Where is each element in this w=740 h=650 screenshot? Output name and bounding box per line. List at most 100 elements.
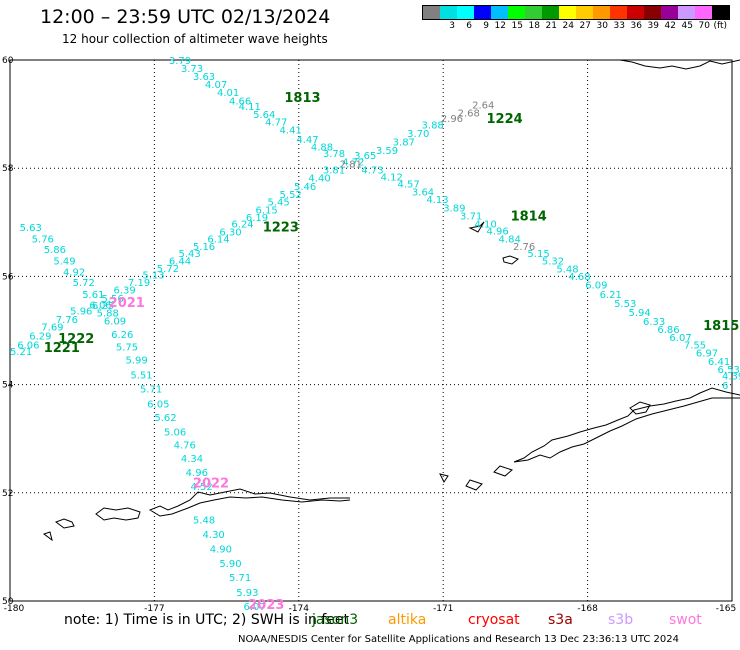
coastline-pribilofs <box>468 221 519 265</box>
track-time-label: 1814 <box>511 210 547 225</box>
wave-height-reading: 5.90 <box>219 559 241 570</box>
legend-swot: swot <box>669 612 702 628</box>
wave-height-reading: 4.84 <box>499 234 521 245</box>
color-scale-label: 33 <box>613 21 625 31</box>
wave-height-reading: 3.64 <box>412 187 434 198</box>
wave-height-reading: 5.93 <box>236 588 258 599</box>
wave-height-reading: 5.06 <box>164 427 186 438</box>
wave-height-reading: 4.76 <box>174 440 196 451</box>
lat-tick-label: 56 <box>2 272 14 282</box>
wave-height-reading: 3.89 <box>443 203 465 214</box>
wave-height-reading: 3.88 <box>422 121 444 132</box>
wave-height-reading: 5.52 <box>280 190 302 201</box>
wave-height-reading: 5.72 <box>157 264 179 275</box>
wave-height-reading: 4.77 <box>265 117 287 128</box>
coastline-alaska-north <box>619 59 740 70</box>
wave-height-reading: 5.13 <box>142 271 164 282</box>
color-swatch <box>610 6 627 19</box>
coastline-kodiak <box>629 401 651 415</box>
wave-height-reading: 4.01 <box>217 88 239 99</box>
wave-height-reading: 6.97 <box>696 348 718 359</box>
map-subtitle: 12 hour collection of altimeter wave hei… <box>62 32 328 46</box>
color-scale-label: 12 <box>494 21 506 31</box>
track-time-label: 1815 <box>703 319 739 334</box>
wave-height-reading: 4.47 <box>296 135 318 146</box>
wave-height-reading: 7.69 <box>41 323 63 334</box>
wave-height-reading: 3.73 <box>181 64 203 75</box>
color-swatch <box>525 6 542 19</box>
wave-height-reading: 6.06 <box>17 340 39 351</box>
color-scale-label: 45 <box>681 21 693 31</box>
wave-height-reading: 4.34 <box>181 454 203 465</box>
color-swatch <box>457 6 474 19</box>
color-scale-label: 70 <box>698 21 710 31</box>
color-swatch <box>559 6 576 19</box>
color-scale-label: 42 <box>664 21 676 31</box>
track-time-label: 1813 <box>284 91 320 106</box>
color-scale-label: 18 <box>528 21 540 31</box>
color-scale-label: 30 <box>596 21 608 31</box>
lon-tick-label: -165 <box>716 604 736 614</box>
wave-height-reading: 4.88 <box>311 142 333 153</box>
wave-height-reading: 4.10 <box>474 220 496 231</box>
color-swatch <box>712 6 729 19</box>
wave-height-reading: 5.45 <box>268 198 290 209</box>
wave-height-reading: 5.64 <box>253 110 275 121</box>
lat-tick-label: 52 <box>2 489 13 499</box>
color-swatch <box>593 6 610 19</box>
wave-height-reading: 2.64 <box>472 101 494 112</box>
wave-height-reading: 5.71 <box>140 385 162 396</box>
wave-height-reading: 6.26 <box>111 330 133 341</box>
wave-height-reading: 4.96 <box>487 227 509 238</box>
wave-height-reading: 6.86 <box>657 325 679 336</box>
wave-height-reading: 2.96 <box>441 114 463 125</box>
wave-height-reading: 5.51 <box>130 371 152 382</box>
color-swatch <box>423 6 440 19</box>
coastline-alaska-peninsula <box>513 387 740 463</box>
color-swatch <box>474 6 491 19</box>
wave-height-reading: 5.76 <box>32 234 54 245</box>
wave-height-reading: 7.55 <box>684 340 706 351</box>
wave-height-reading: 5.48 <box>193 516 215 527</box>
wave-height-reading: 5.46 <box>294 182 316 193</box>
wave-height-reading: 6.19 <box>246 213 268 224</box>
wave-height-reading: 4.90 <box>210 544 232 555</box>
wave-height-reading: 3.65 <box>354 151 376 162</box>
wave-height-reading: 7.19 <box>128 278 150 289</box>
color-swatch <box>627 6 644 19</box>
lat-lon-grid: -180 -177 -174 -171 -168 -165 60 58 56 54 52 50 <box>2 56 736 614</box>
color-scale-label: 9 <box>483 21 489 31</box>
color-scale-label: 6 <box>466 21 472 31</box>
wave-height-reading: 6.30 <box>219 227 241 238</box>
color-scale-label: 3 <box>449 21 455 31</box>
color-scale-label: 39 <box>647 21 659 31</box>
lat-tick-label: 54 <box>2 381 14 391</box>
track-time-label: 1223 <box>263 220 299 235</box>
wave-height-reading: 6.05 <box>147 399 169 410</box>
wave-height-reading: 5.72 <box>73 278 95 289</box>
wave-height-reading: 3.63 <box>193 72 215 83</box>
footer-note: note: 1) Time is in UTC; 2) SWH is in fe… <box>64 612 350 628</box>
wave-height-reading: 4.40 <box>308 174 330 185</box>
wave-height-reading: 6.25 <box>92 301 114 312</box>
legend-s3b: s3b <box>608 612 634 628</box>
wave-height-reading: 4.57 <box>397 180 419 191</box>
track-time-label: 1221 <box>44 341 80 356</box>
track-time-label: 1224 <box>487 112 523 127</box>
wave-height-reading: 5.99 <box>126 356 148 367</box>
coastline-aleutian-west <box>42 507 141 542</box>
lon-tick-label: -171 <box>433 604 453 614</box>
wave-height-reading: 7.76 <box>56 315 78 326</box>
wave-height-reading: 3.81 <box>323 166 345 177</box>
wave-height-reading: 2.68 <box>458 108 480 119</box>
wave-height-reading: 5.88 <box>97 308 119 319</box>
wave-height-reading: 6.21 <box>600 290 622 301</box>
wave-height-reading: 4.11 <box>239 102 261 113</box>
map-title: 12:00 – 23:59 UTC 02/13/2024 <box>40 6 331 28</box>
wave-height-reading: 3.87 <box>393 137 415 148</box>
wave-height-reading: 5.15 <box>527 249 549 260</box>
wave-height-reading: 3.79 <box>169 56 191 67</box>
wave-height-reading: 5.96 <box>70 306 92 317</box>
color-scale-swatches <box>422 5 730 20</box>
wave-height-reading: 6.29 <box>29 332 51 343</box>
